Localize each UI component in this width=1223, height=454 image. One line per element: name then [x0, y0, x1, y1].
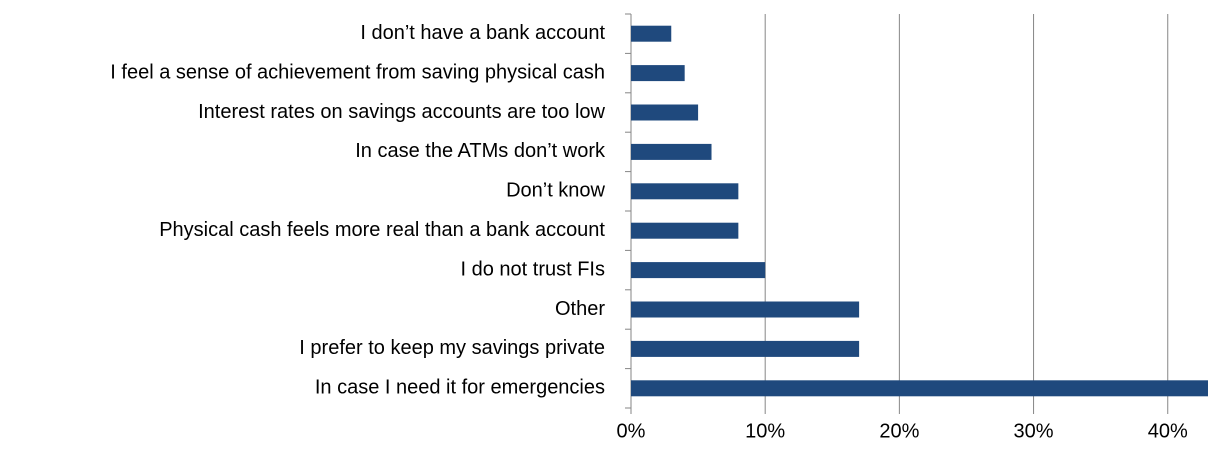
bar — [631, 301, 860, 318]
bar — [631, 222, 739, 239]
x-tick-label: 40% — [1148, 420, 1188, 442]
bar — [631, 25, 672, 42]
x-tick-label: 20% — [879, 420, 919, 442]
bar — [631, 183, 739, 200]
y-tick-label: I do not trust FIs — [460, 258, 605, 280]
x-tick-label: 10% — [745, 420, 785, 442]
x-tick-label: 30% — [1014, 420, 1054, 442]
bar — [631, 340, 860, 357]
x-tick-label: 0% — [617, 420, 646, 442]
bar — [631, 104, 699, 121]
bar — [631, 143, 712, 160]
y-tick-label: I prefer to keep my savings private — [299, 337, 605, 359]
y-tick-label: I don’t have a bank account — [360, 22, 605, 44]
y-tick-label: In case I need it for emergencies — [315, 377, 605, 399]
bar — [631, 65, 685, 82]
y-tick-label: Don’t know — [506, 180, 605, 202]
y-tick-label: Physical cash feels more real than a ban… — [159, 219, 605, 241]
bar — [631, 380, 1208, 397]
y-tick-label: Interest rates on savings accounts are t… — [198, 101, 605, 123]
y-tick-label: Other — [555, 298, 605, 320]
y-tick-label: In case the ATMs don’t work — [355, 140, 606, 162]
y-tick-label: I feel a sense of achievement from savin… — [110, 61, 605, 83]
bar — [631, 262, 766, 279]
